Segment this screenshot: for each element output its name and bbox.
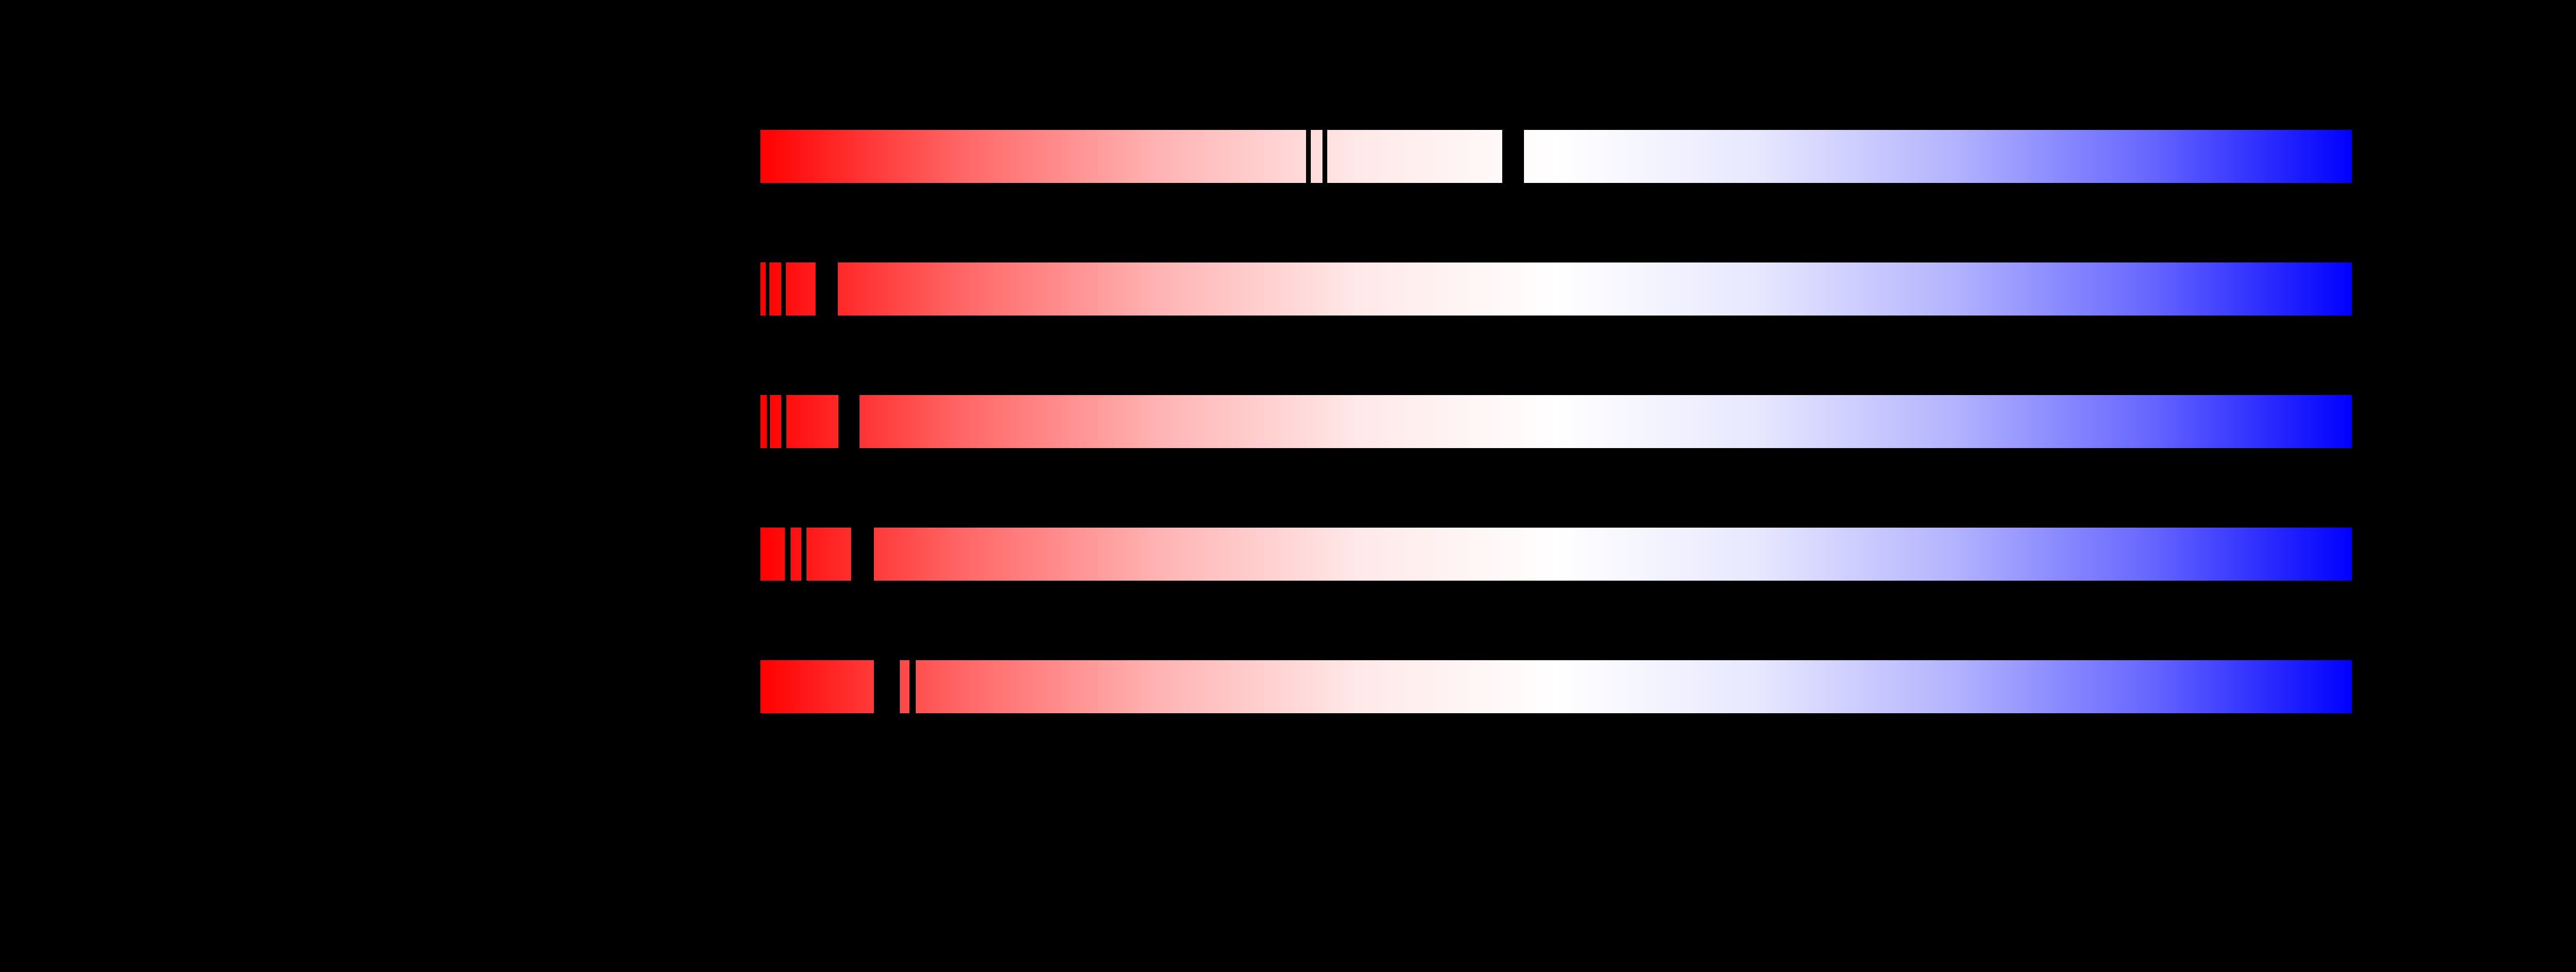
thin-tick-mark <box>1322 130 1327 183</box>
thin-tick-mark <box>801 528 807 581</box>
gradient-strip-3 <box>760 395 2352 448</box>
gradient-strip-5 <box>760 660 2352 713</box>
thick-tick-mark <box>838 395 860 448</box>
thin-tick-mark <box>909 660 916 713</box>
thin-tick-mark <box>781 262 786 316</box>
thick-tick-mark <box>1502 130 1524 183</box>
gradient-strip-2 <box>760 262 2352 316</box>
thin-tick-mark <box>767 395 770 448</box>
thin-tick-mark <box>766 262 769 316</box>
thick-tick-mark <box>816 262 838 316</box>
thin-tick-mark <box>1306 130 1311 183</box>
thin-tick-mark <box>781 395 786 448</box>
thick-tick-mark <box>851 528 874 581</box>
thin-tick-mark <box>785 528 791 581</box>
thick-tick-mark <box>874 660 900 713</box>
gradient-strip-4 <box>760 528 2352 581</box>
gradient-strip-1 <box>760 130 2352 183</box>
